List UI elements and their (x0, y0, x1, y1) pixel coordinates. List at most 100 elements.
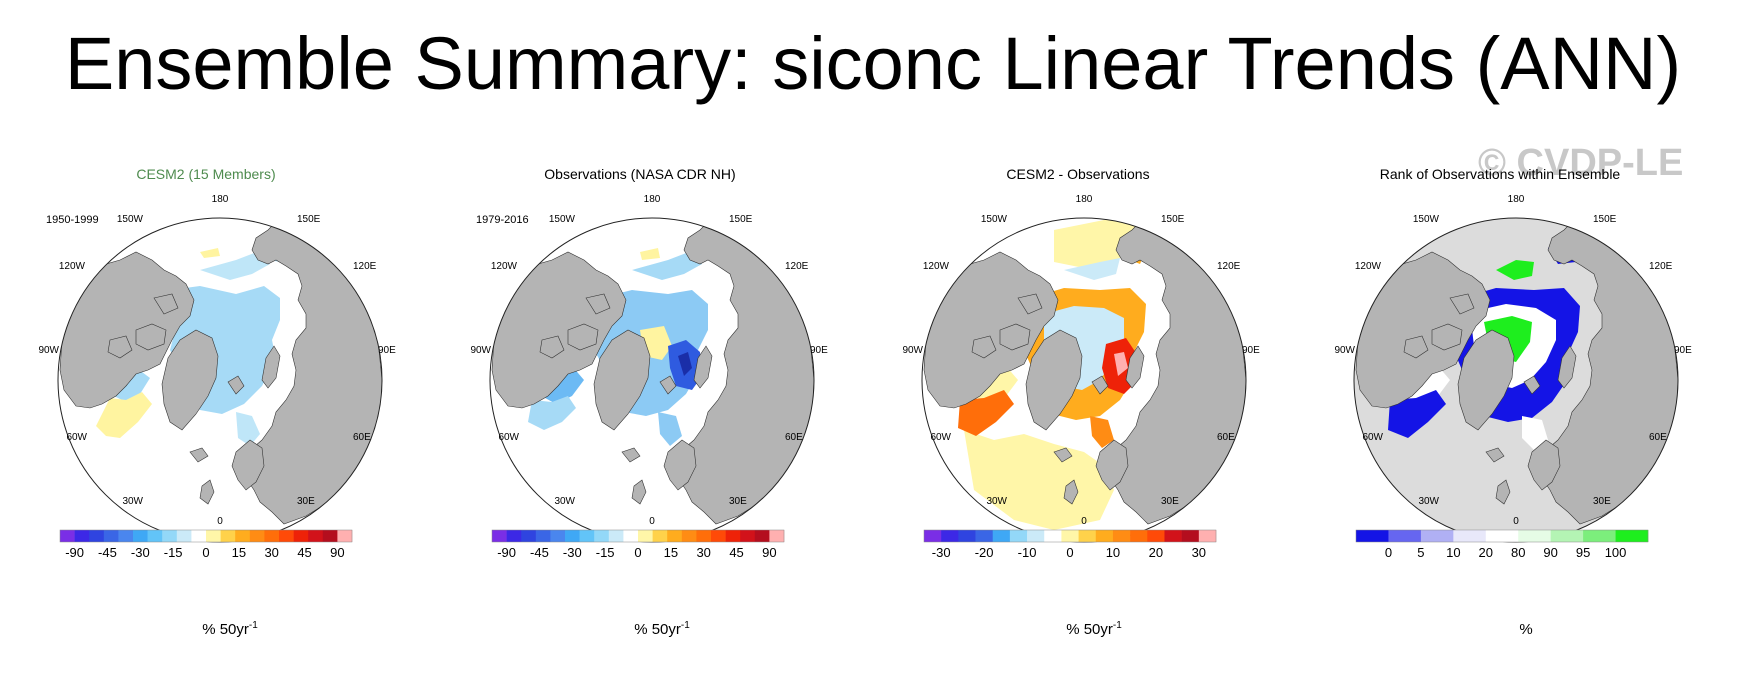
colorbar (1355, 529, 1649, 543)
lon-label: 0 (649, 516, 655, 527)
colorbar-tick-label: 45 (297, 545, 311, 560)
lon-label: 30E (1161, 496, 1179, 507)
period-label-cesm2: 1950-1999 (46, 214, 99, 226)
lon-label: 90W (38, 345, 59, 356)
colorbar-frame (1355, 529, 1649, 543)
colorbar-swatch (1061, 530, 1079, 542)
lon-label: 60W (930, 432, 951, 443)
land-mass (593, 329, 651, 431)
ice-trend-region (1090, 416, 1114, 448)
colorbar-swatch (924, 530, 942, 542)
lon-label: 180 (212, 194, 229, 205)
panel-title-obs: Observations (NASA CDR NH) (544, 166, 736, 182)
colorbar-swatch (711, 530, 726, 542)
colorbar-swatch (74, 530, 90, 542)
land-mass (971, 335, 997, 359)
lon-label: 150E (1593, 214, 1617, 225)
land-mass (199, 479, 215, 505)
lon-label: 180 (1508, 194, 1525, 205)
ice-trend-region (1522, 416, 1548, 450)
ice-trend-region (236, 412, 260, 446)
lon-label: 30W (986, 496, 1007, 507)
colorbar-tick-label: 10 (1446, 545, 1460, 560)
lon-label: 0 (1081, 516, 1087, 527)
colorbar-swatch (293, 530, 309, 542)
colorbar-tick-label: -45 (530, 545, 549, 560)
colorbar-frame (59, 529, 353, 543)
land-mass (663, 439, 697, 491)
ice-trend-region (1388, 390, 1446, 438)
colorbar-swatch (264, 530, 280, 542)
lon-label: 120W (923, 261, 950, 272)
colorbar-swatch (1044, 530, 1062, 542)
colorbar-swatch (133, 530, 148, 542)
colorbar-swatch (89, 530, 105, 542)
colorbar-swatch (1164, 530, 1182, 542)
colorbar-swatch (322, 530, 338, 542)
colorbar-swatch (1009, 530, 1028, 542)
lon-label: 60E (353, 432, 371, 443)
colorbar-swatch (1453, 530, 1487, 542)
colorbar-units-rank: % (1426, 620, 1626, 638)
colorbar-tick-label: 0 (1066, 545, 1073, 560)
land-mass (1495, 479, 1511, 505)
colorbar-swatch (550, 530, 566, 542)
units-superscript: -1 (1112, 620, 1122, 631)
colorbar-tick-label: -45 (98, 545, 117, 560)
lon-label: 120W (1355, 261, 1382, 272)
panel-title-diff: CESM2 - Observations (1006, 166, 1150, 182)
ice-trend-region (1064, 258, 1120, 280)
colorbar-swatch (337, 530, 353, 542)
colorbar-frame (491, 529, 785, 543)
watermark: © CVDP-LE (1478, 142, 1684, 184)
lon-label: 150E (729, 214, 753, 225)
colorbar-swatch (975, 530, 994, 542)
land-mass (1431, 323, 1463, 351)
lon-label: 30E (729, 496, 747, 507)
colorbar-tick-label: 80 (1511, 545, 1525, 560)
colorbar-swatch (1112, 530, 1131, 542)
colorbar-tick-label: -30 (932, 545, 951, 560)
colorbar-swatch (521, 530, 537, 542)
colorbar-swatch (1388, 530, 1422, 542)
ice-trend-region (1496, 260, 1534, 280)
colorbar-swatch (206, 530, 221, 542)
colorbar-tick-label: 45 (729, 545, 743, 560)
lon-label: 90W (902, 345, 923, 356)
colorbar (59, 529, 353, 543)
colorbar-tick-label: 0 (202, 545, 209, 560)
colorbar-swatch (118, 530, 134, 542)
colorbar-swatch (769, 530, 785, 542)
colorbar-tick-label: 95 (1576, 545, 1590, 560)
land-mass (1091, 375, 1109, 395)
map-content (491, 219, 814, 525)
units-text: % 50yr (1066, 621, 1113, 638)
land-mass (261, 345, 281, 389)
period-label-obs: 1979-2016 (476, 214, 529, 226)
land-mass (1025, 329, 1083, 431)
colorbar-swatch (103, 530, 119, 542)
lon-label: 60W (498, 432, 519, 443)
land-mass (59, 251, 195, 409)
land-mass (1449, 293, 1475, 315)
colorbar-tick-label: 0 (1385, 545, 1392, 560)
colorbar (923, 529, 1217, 543)
colorbar-frame (923, 529, 1217, 543)
colorbar (491, 529, 785, 543)
land-mass (621, 447, 641, 463)
colorbar-swatch (235, 530, 251, 542)
map-content (1355, 219, 1678, 525)
colorbar-swatch (652, 530, 668, 542)
colorbar-tick-label: 20 (1149, 545, 1163, 560)
map-panel-rank: 180 150E 120E 90E 60E 30E 0 30W 60W 90W 120W 150W 0 5… (1334, 194, 1692, 560)
lon-label: 150W (117, 214, 144, 225)
colorbar-tick-label: 90 (1543, 545, 1557, 560)
land-mass (631, 479, 647, 505)
units-superscript: -1 (680, 620, 690, 631)
colorbar-swatch (1027, 530, 1045, 542)
colorbar-tick-label: 90 (762, 545, 776, 560)
colorbar-tick-label: -90 (65, 545, 84, 560)
lon-label: 30E (297, 496, 315, 507)
lon-label: 60W (66, 432, 87, 443)
map-panel-cesm2: 180 150E 120E 90E 60E 30E 0 30W 60W 90W 120W 150W -9… (38, 194, 396, 560)
